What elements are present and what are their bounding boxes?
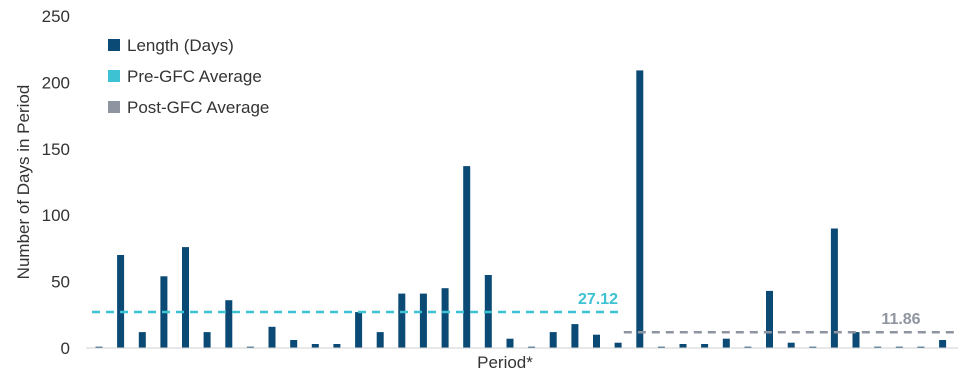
y-tick-label: 150 <box>42 140 70 159</box>
bar <box>809 346 817 348</box>
y-tick-label: 100 <box>42 206 70 225</box>
bar <box>95 346 103 348</box>
average-lines: 27.12 11.86 <box>92 291 958 334</box>
bar <box>182 247 189 348</box>
bar <box>311 344 319 348</box>
bar <box>895 346 903 348</box>
bar <box>722 338 730 348</box>
bar <box>398 293 406 348</box>
bar <box>138 332 146 348</box>
bar <box>701 344 709 348</box>
bar <box>593 334 600 348</box>
bar <box>290 340 298 348</box>
bar <box>246 346 254 348</box>
bar <box>917 346 925 348</box>
bar <box>506 338 514 348</box>
bar <box>419 293 427 348</box>
bar <box>203 332 211 348</box>
bar <box>549 332 557 348</box>
bar <box>744 346 752 348</box>
bar <box>117 255 125 348</box>
bar <box>766 290 773 348</box>
average-value-label: 27.12 <box>578 291 618 308</box>
bar <box>528 346 536 348</box>
bar <box>657 346 665 348</box>
legend-label-length: Length (Days) <box>127 36 234 55</box>
bar <box>333 344 341 348</box>
bar <box>939 340 947 348</box>
bar <box>679 344 687 348</box>
bar <box>441 288 449 348</box>
legend-swatch-length <box>108 39 120 51</box>
bar <box>874 346 882 348</box>
x-axis-title: Period* <box>477 353 533 372</box>
bar <box>376 332 384 348</box>
bar <box>571 324 579 348</box>
bar <box>268 326 276 348</box>
bar <box>636 70 644 349</box>
bar <box>787 342 795 348</box>
bar <box>830 228 838 348</box>
legend: Length (Days) Pre-GFC Average Post-GFC A… <box>108 36 269 117</box>
bar <box>225 300 233 348</box>
legend-label-post-gfc: Post-GFC Average <box>127 98 269 117</box>
bar <box>852 332 860 348</box>
legend-swatch-pre-gfc <box>108 70 120 82</box>
bar <box>463 166 471 348</box>
average-value-label: 11.86 <box>881 311 920 328</box>
y-tick-label: 0 <box>61 339 70 358</box>
y-axis-title: Number of Days in Period <box>14 85 33 280</box>
y-tick-label: 200 <box>42 73 70 92</box>
y-tick-label: 250 <box>42 7 70 26</box>
y-tick-label: 50 <box>51 273 70 292</box>
legend-swatch-post-gfc <box>108 101 120 113</box>
y-axis-ticks: 0 50 100 150 200 250 <box>42 7 70 358</box>
bar <box>355 312 363 348</box>
bar <box>614 342 622 348</box>
legend-label-pre-gfc: Pre-GFC Average <box>127 67 262 86</box>
